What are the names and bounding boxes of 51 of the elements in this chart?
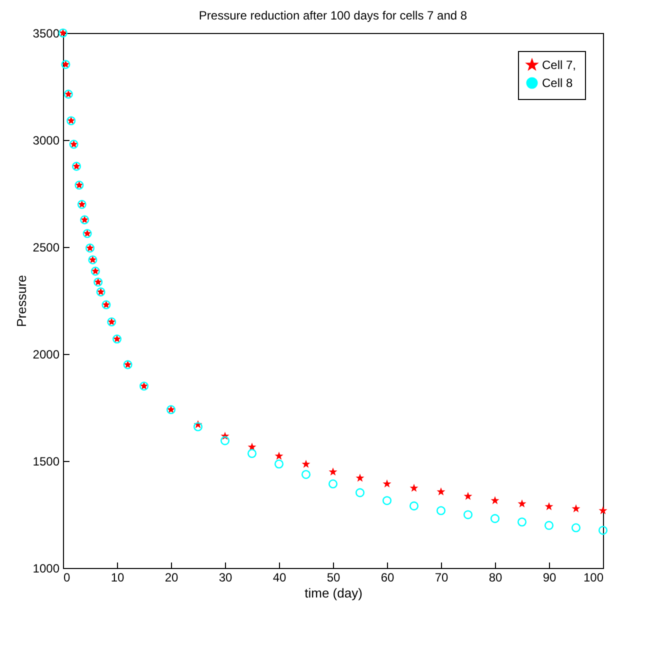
legend-label: Cell 8 <box>542 76 574 90</box>
x-tick-label: 60 <box>380 570 394 584</box>
point <box>356 474 364 482</box>
point <box>355 488 365 498</box>
point <box>517 517 527 527</box>
x-tick-label: 100 <box>583 570 604 584</box>
point <box>490 496 500 504</box>
x-tick-label: 0 <box>64 570 70 584</box>
y-tick-label: 2000 <box>32 348 60 362</box>
point <box>436 506 446 516</box>
x-tick-label: 40 <box>272 570 286 584</box>
point <box>464 492 472 500</box>
legend-label: Cell 7, <box>542 58 576 72</box>
point <box>571 523 581 532</box>
point <box>302 460 310 468</box>
y-tick-label: 3500 <box>32 26 60 40</box>
x-tick-label: 70 <box>434 570 448 584</box>
y-tick-label: 1500 <box>32 454 60 468</box>
point <box>436 487 446 496</box>
point <box>409 501 419 510</box>
point <box>572 504 580 512</box>
point <box>328 479 338 488</box>
point <box>382 496 392 506</box>
chart-title: Pressure reduction after 100 days for cells 7 and 8 <box>198 8 468 23</box>
x-tick-label: 30 <box>218 570 232 584</box>
x-tick-label: 50 <box>326 570 340 584</box>
point <box>463 510 473 520</box>
point <box>544 502 554 510</box>
y-tick-label: 1000 <box>32 562 60 576</box>
x-tick-label: 10 <box>110 570 124 584</box>
point <box>382 479 392 488</box>
x-tick-label: 90 <box>542 570 556 584</box>
point <box>328 467 338 476</box>
x-axis-title: time (day) <box>304 586 362 600</box>
point <box>274 459 284 469</box>
x-tick-label: 80 <box>488 570 502 584</box>
point <box>193 422 203 432</box>
point <box>274 452 284 460</box>
point <box>598 526 608 535</box>
point <box>490 514 500 524</box>
point <box>518 499 526 508</box>
point <box>410 484 418 492</box>
y-tick-label: 3000 <box>32 134 60 148</box>
point <box>247 448 257 458</box>
point <box>544 520 554 530</box>
point <box>301 470 311 479</box>
x-tick-label: 20 <box>164 570 178 584</box>
point <box>598 506 608 514</box>
y-axis-title: Pressure <box>14 274 29 328</box>
y-tick-label: 2500 <box>32 240 60 254</box>
point <box>220 436 230 446</box>
